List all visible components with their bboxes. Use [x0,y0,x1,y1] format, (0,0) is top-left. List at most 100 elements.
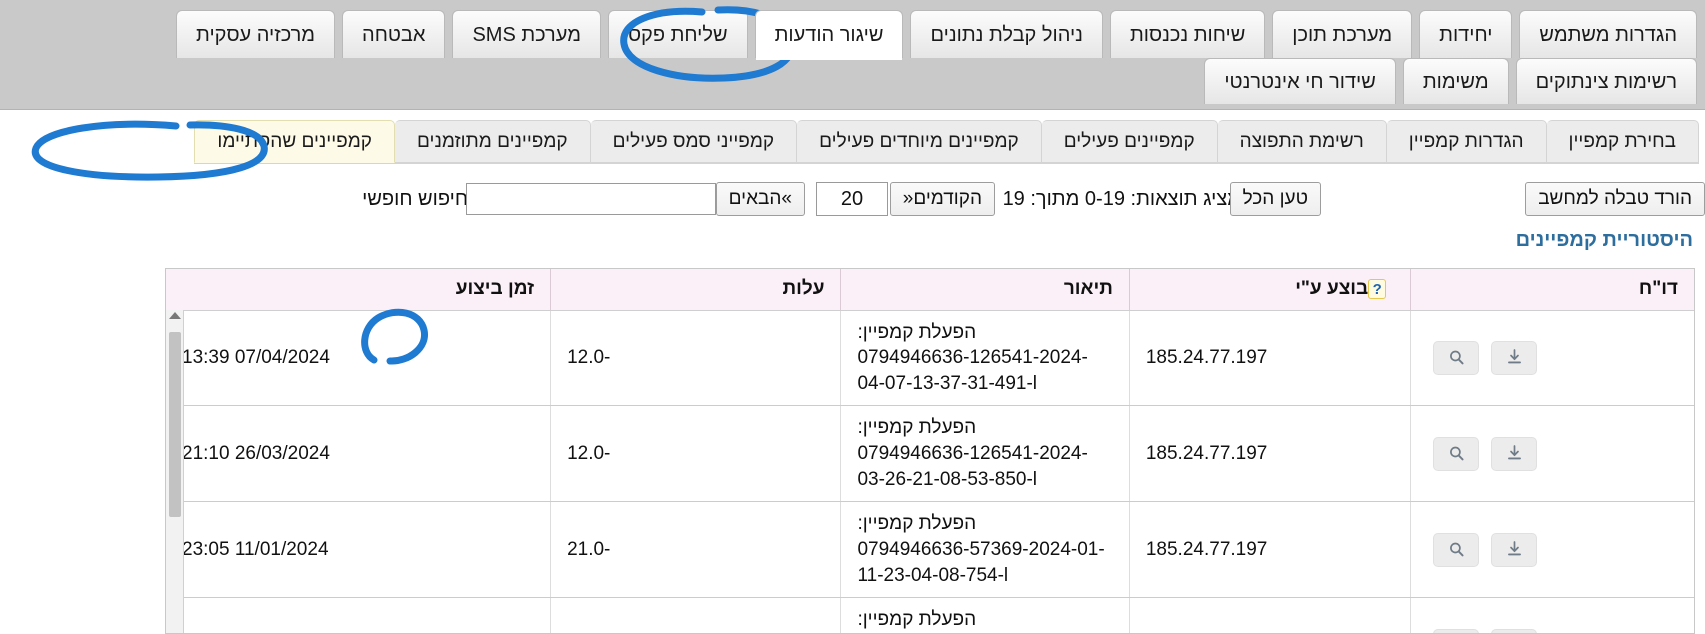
description-id: 0794946636-57369-2024-01-11-23-04-08-754… [857,538,1105,586]
column-header-desc[interactable]: תיאור [840,269,1130,311]
download-icon-button[interactable] [1491,340,1538,375]
results-count-text: מציג תוצאות: 0-19 מתוך: 19 [1002,188,1241,210]
free-search-label: חיפוש חופשי [362,188,468,210]
top-nav-row-2: רשימות צינתוקים משימות שידור חי אינטרנטי [1197,58,1697,104]
campaign-tab-label: קמפיינים פעילים [1063,130,1195,152]
download-icon-button[interactable] [1491,436,1538,471]
page-title: היסטוריית קמפיינים [1515,229,1693,251]
campaign-tab-7[interactable]: קמפיינים שהסתיימו [194,120,396,163]
table-toolbar: הורד טבלה למחשב חיפוש חופשי »הבאים הקודמ… [0,182,1705,226]
tab-label: אבטחה [362,23,426,46]
top-nav-tab-r2-1[interactable]: משימות [1402,58,1509,104]
tab-label: יחידות [1439,23,1493,46]
campaign-tab-0[interactable]: בחירת קמפיין [1546,120,1699,163]
description-label: הפעלת קמפיין: [857,417,977,439]
magnifier-icon-button[interactable] [1433,532,1480,567]
tab-label: שיגור הודעות [774,23,884,46]
campaign-tab-5[interactable]: קמפייני סמס פעילים [590,120,798,163]
page-size-input[interactable] [816,182,888,216]
magnifier-icon-button[interactable] [1433,628,1480,633]
top-nav-tab-r1-6[interactable]: שליחת פקס [607,10,748,58]
execution-time-cell: 07/04/2024 13:39 [166,310,551,407]
cost-cell: -12.0 [550,405,841,503]
column-header-by[interactable]: ? בוצע ע"י [1128,269,1411,311]
table-vertical-scrollbar[interactable] [166,310,184,633]
download-icon-glyph [1507,541,1521,556]
campaign-history-table: דו"ח? בוצע ע"י תיאור עלות זמן ביצוע 185.24.7… [166,269,1694,633]
top-nav-tab-r2-0[interactable]: רשימות צינתוקים [1515,58,1697,104]
scrollbar-thumb[interactable] [169,332,181,517]
campaign-tab-label: בחירת קמפיין [1568,130,1676,152]
campaign-tab-1[interactable]: הגדרות קמפיין [1386,120,1547,163]
table-row: 192.117.165.11הפעלת קמפיין:0794946636-57… [166,597,1694,633]
execution-time-cell: 11/10/2023 12:09 [166,597,551,633]
cost-cell: -12.0 [550,310,841,407]
column-header-cost[interactable]: עלות [550,269,841,311]
load-all-button[interactable]: טען הכל [1229,182,1321,216]
top-nav-tab-r1-9[interactable]: מרכזיה עסקית [176,10,336,58]
campaign-tab-6[interactable]: קמפיינים מתוזמנים [395,120,591,163]
description-label: הפעלת קמפיין: [857,609,977,631]
tab-label: מערכת SMS [472,23,581,46]
campaign-tab-label: הגדרות קמפיין [1408,130,1524,152]
top-nav-tab-r1-2[interactable]: מערכת תוכן [1272,10,1413,58]
magnifier-icon-glyph [1449,351,1464,365]
table-body: 185.24.77.197 הפעלת קמפיין: 0794946636-126… [166,310,1694,633]
table-row: 185.24.77.197 הפעלת קמפיין: 0794946636-126… [166,310,1694,407]
campaign-tab-strip: בחירת קמפיין הגדרות קמפיין רשימת התפוצה קמפ… [0,110,1705,172]
download-icon-button[interactable] [1491,532,1538,567]
top-nav-tab-r1-7[interactable]: מערכת SMS [452,10,601,58]
executed-by-cell: 192.117.165.11 [1128,597,1411,633]
description-cell: הפעלת קמפיין: 0794946636-57369-2024-01-11… [840,501,1130,599]
campaign-tab-4[interactable]: קמפיינים מיוחדים פעילים [797,120,1042,163]
prev-page-button[interactable]: הקודמים« [889,182,995,216]
help-icon[interactable]: ? [1368,279,1387,300]
cost-cell: -21.0 [550,501,841,599]
row-actions-cell [1410,405,1694,503]
tab-label: הגדרות משתמש [1539,23,1677,46]
tab-label: מרכזיה עסקית [196,23,316,46]
top-nav-tab-r2-2[interactable]: שידור חי אינטרנטי [1204,58,1396,104]
magnifier-icon-glyph [1449,447,1464,461]
tab-label: מערכת תוכן [1292,23,1393,46]
top-nav-tab-r1-1[interactable]: יחידות [1419,10,1513,58]
top-nav-tab-r1-8[interactable]: אבטחה [342,10,446,58]
description-cell: הפעלת קמפיין:0794946636-57369-2023-10-11… [840,597,1130,633]
campaign-tab-3[interactable]: קמפיינים פעילים [1041,120,1218,163]
scroll-up-arrow-icon[interactable] [169,312,181,319]
tab-label: רשימות צינתוקים [1535,70,1677,93]
executed-by-cell: 185.24.77.197 [1128,310,1411,407]
execution-time-cell: 11/01/2024 23:05 [166,501,551,599]
column-header-report[interactable]: דו"ח [1410,269,1694,311]
column-header-label: בוצע ע"י [1295,278,1369,300]
campaign-tab-label: רשימת התפוצה [1239,130,1364,152]
magnifier-icon-button[interactable] [1433,436,1480,471]
top-nav-tab-r1-4[interactable]: ניהול קבלת נתונים [910,10,1103,58]
description-cell: הפעלת קמפיין: 0794946636-126541-2024-04-0… [840,310,1130,407]
next-page-button[interactable]: »הבאים [715,182,805,216]
magnifier-icon-button[interactable] [1433,340,1480,375]
search-input[interactable] [466,183,716,215]
row-actions-cell [1410,597,1694,633]
campaign-tab-2[interactable]: רשימת התפוצה [1217,120,1387,163]
download-table-button[interactable]: הורד טבלה למחשב [1525,182,1705,216]
row-actions-cell [1410,310,1694,407]
campaign-tab-label: קמפיינים מיוחדים פעילים [819,130,1019,152]
campaign-tab-label: קמפיינים שהסתיימו [217,130,373,152]
download-icon-glyph [1507,349,1521,364]
top-nav-tab-r1-3[interactable]: שיחות נכנסות [1109,10,1266,58]
column-header-time[interactable]: זמן ביצוע [166,269,551,311]
executed-by-cell: 185.24.77.197 [1128,405,1411,503]
campaign-tab-label: קמפייני סמס פעילים [612,130,775,152]
description-label: הפעלת קמפיין: [857,321,977,343]
top-nav-tab-r1-0[interactable]: הגדרות משתמש [1519,10,1697,58]
column-header-label: זמן ביצוע [455,278,535,300]
download-icon-button[interactable] [1491,628,1538,633]
top-nav-row-1: הגדרות משתמש יחידות מערכת תוכן שיחות נכנסות… [169,10,1697,60]
tab-label: שידור חי אינטרנטי [1224,70,1376,93]
campaign-tab-label: קמפיינים מתוזמנים [417,130,568,152]
column-header-label: דו"ח [1638,278,1678,300]
table-row: 185.24.77.197 הפעלת קמפיין: 0794946636-573… [166,501,1694,599]
top-nav-tab-r1-5[interactable]: שיגור הודעות [754,10,904,60]
